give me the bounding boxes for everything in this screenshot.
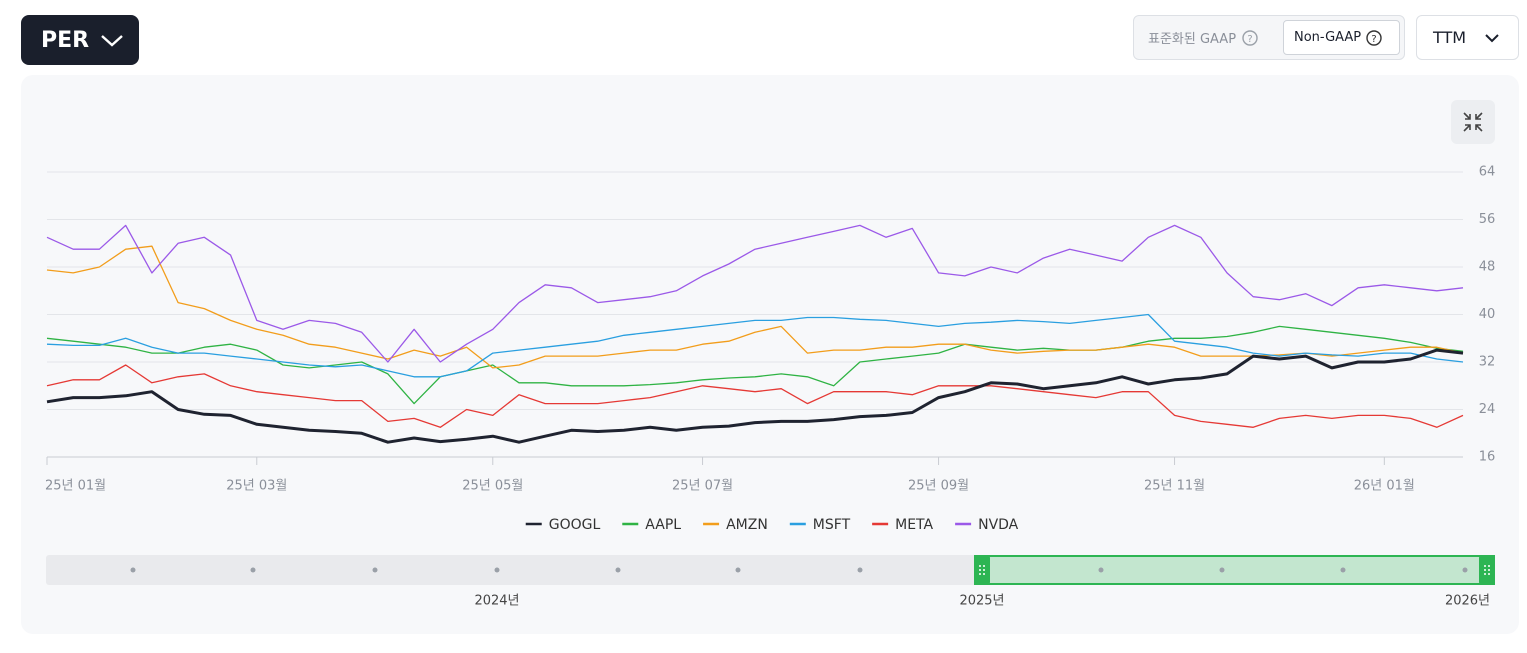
x-tick-label: 25년 09월	[908, 479, 969, 494]
legend: GOOGL AAPL AMZN MSFT META NVDA	[525, 517, 1019, 533]
collapse-button[interactable]	[1451, 100, 1495, 144]
x-tick-label: 25년 05월	[462, 479, 523, 494]
series-line	[46, 348, 1464, 444]
series-line	[46, 313, 1464, 378]
series-line	[46, 325, 1464, 405]
navigator-label: 2024년	[474, 594, 519, 609]
chevron	[1485, 33, 1499, 42]
y-tick-label: 40	[1479, 307, 1496, 322]
gaap-toggle: 표준화된 GAAP ? Non-GAAP ?	[1133, 15, 1405, 60]
collapse-bg	[1451, 100, 1495, 144]
legend-label: META	[895, 517, 933, 533]
x-tick-label: 25년 03월	[226, 479, 287, 494]
navigator-handle[interactable]	[974, 555, 990, 585]
metric-label: PER	[41, 27, 90, 53]
non-gaap-option[interactable]: Non-GAAP ?	[1283, 20, 1400, 55]
svg-text:?: ?	[1247, 34, 1252, 45]
y-tick-label: 56	[1479, 212, 1496, 227]
navigator-label: 2026년	[1445, 594, 1490, 609]
x-tick-label: 26년 01월	[1354, 479, 1415, 494]
legend-label: AMZN	[726, 517, 768, 533]
collapse-icon	[1463, 112, 1483, 132]
navigator[interactable]	[46, 555, 1495, 585]
navigator-window[interactable]	[974, 555, 1495, 585]
help-icon: ?	[1366, 29, 1382, 46]
y-tick-label: 48	[1479, 260, 1496, 275]
help-icon: ?	[1242, 29, 1258, 46]
metric-button[interactable]: PER	[21, 15, 139, 65]
navigator-handle[interactable]	[1479, 555, 1495, 585]
x-tick-label: 25년 01월	[45, 479, 106, 494]
chevron	[101, 35, 123, 47]
navigator-dots	[130, 567, 1468, 573]
y-tick-label: 32	[1479, 355, 1496, 370]
navigator-label: 2025년	[959, 594, 1004, 609]
x-tick-label: 25년 11월	[1144, 479, 1205, 494]
svg-text:?: ?	[1372, 34, 1377, 45]
y-tick-label: 24	[1479, 402, 1496, 417]
handle-grips	[979, 565, 1490, 575]
legend-label: MSFT	[813, 517, 851, 533]
y-tick-label: 16	[1479, 450, 1496, 465]
period-button[interactable]: TTM	[1416, 15, 1519, 60]
x-tick-label: 25년 07월	[672, 479, 733, 494]
legend-label: NVDA	[978, 517, 1019, 533]
legend-label: AAPL	[645, 517, 681, 533]
gaap-option[interactable]: 표준화된 GAAP	[1148, 32, 1237, 47]
series-line	[46, 245, 1464, 369]
non-gaap-label: Non-GAAP	[1294, 30, 1362, 45]
series-line	[46, 364, 1464, 428]
period-label: TTM	[1433, 28, 1467, 47]
series-line	[46, 224, 1464, 363]
chart-panel	[21, 75, 1519, 634]
legend-label: GOOGL	[549, 517, 601, 533]
y-tick-label: 64	[1479, 165, 1496, 180]
